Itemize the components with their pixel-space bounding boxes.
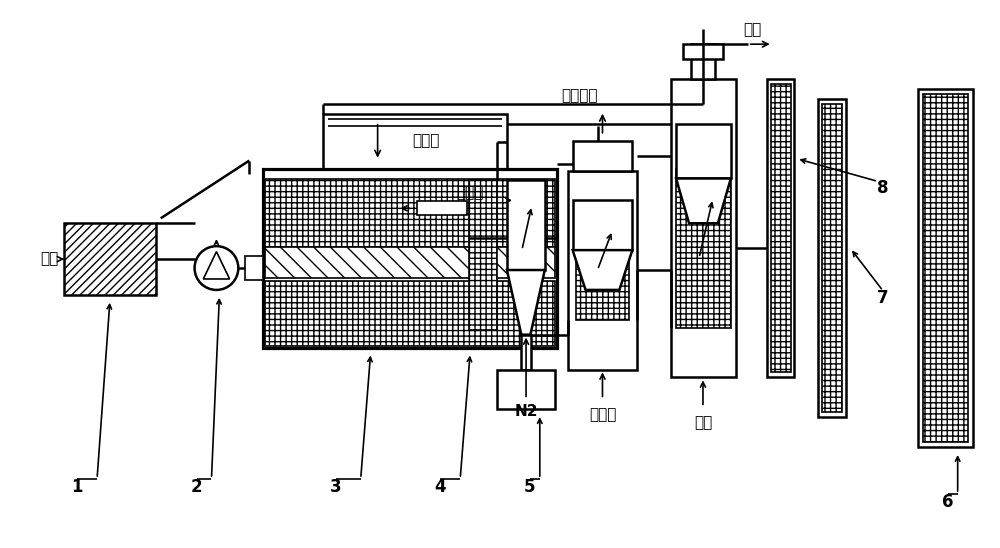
Text: 空气: 空气 [694,415,712,430]
Polygon shape [676,179,731,223]
Polygon shape [507,270,545,335]
Bar [417,201,467,215]
Bar [521,335,531,369]
Text: 1: 1 [71,478,83,496]
Bar [683,44,723,59]
Bar [507,180,545,270]
Text: 水蒸气: 水蒸气 [589,407,616,422]
Bar [265,180,555,247]
Bar [573,141,632,170]
Bar [923,94,968,442]
Circle shape [195,246,238,290]
Text: N2: N2 [514,404,538,419]
Bar [676,169,731,328]
Text: 氧载体: 氧载体 [412,133,440,148]
Bar [568,170,637,369]
Bar [822,104,842,412]
Bar [323,114,507,169]
Text: 物料: 物料 [40,252,59,266]
Text: 8: 8 [877,179,889,197]
Bar [818,99,846,417]
Bar [497,369,555,409]
Bar [676,124,731,179]
Bar [469,180,497,330]
Bar [771,84,791,373]
Text: 富氢气体: 富氢气体 [561,88,598,104]
Bar [576,240,629,320]
Bar [691,44,715,79]
Bar [265,247,555,278]
Bar [263,169,557,347]
Text: 3: 3 [330,478,342,496]
Polygon shape [573,250,632,290]
Bar [918,89,973,447]
Bar [767,79,794,378]
Bar [671,79,736,378]
Bar [64,223,156,295]
Text: 7: 7 [877,289,889,307]
Text: 4: 4 [434,478,446,496]
Bar [265,281,555,346]
Bar [245,256,263,280]
Text: 5: 5 [524,478,536,496]
Text: 烟气: 烟气 [744,22,762,37]
Text: 6: 6 [942,493,953,511]
Text: 合成气: 合成气 [456,185,484,200]
Text: 2: 2 [191,478,202,496]
Bar [573,201,632,250]
